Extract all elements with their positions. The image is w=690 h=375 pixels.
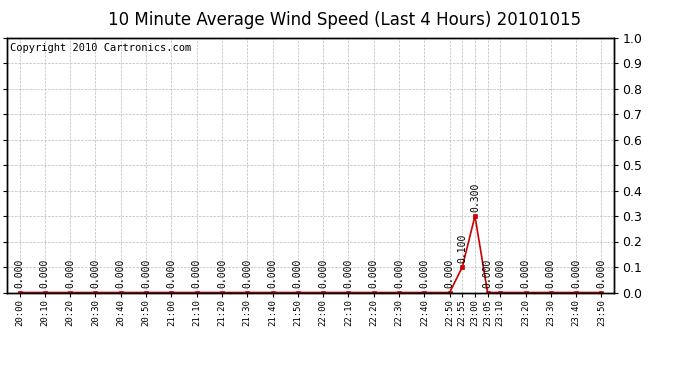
Text: 0.000: 0.000 — [368, 259, 379, 288]
Text: 0.000: 0.000 — [596, 259, 607, 288]
Text: 0.000: 0.000 — [444, 259, 455, 288]
Text: 0.000: 0.000 — [192, 259, 201, 288]
Text: 0.000: 0.000 — [40, 259, 50, 288]
Text: 0.000: 0.000 — [520, 259, 531, 288]
Text: 0.000: 0.000 — [293, 259, 303, 288]
Text: 0.000: 0.000 — [116, 259, 126, 288]
Text: 0.100: 0.100 — [457, 234, 467, 263]
Text: 0.000: 0.000 — [546, 259, 556, 288]
Text: 0.300: 0.300 — [470, 183, 480, 212]
Text: 0.000: 0.000 — [344, 259, 353, 288]
Text: 0.000: 0.000 — [318, 259, 328, 288]
Text: 0.000: 0.000 — [14, 259, 25, 288]
Text: 0.000: 0.000 — [268, 259, 277, 288]
Text: 0.000: 0.000 — [394, 259, 404, 288]
Text: 0.000: 0.000 — [166, 259, 177, 288]
Text: 0.000: 0.000 — [495, 259, 505, 288]
Text: 0.000: 0.000 — [571, 259, 581, 288]
Text: 0.000: 0.000 — [65, 259, 75, 288]
Text: 0.000: 0.000 — [90, 259, 101, 288]
Text: 0.000: 0.000 — [482, 259, 493, 288]
Text: 0.000: 0.000 — [242, 259, 253, 288]
Text: 10 Minute Average Wind Speed (Last 4 Hours) 20101015: 10 Minute Average Wind Speed (Last 4 Hou… — [108, 11, 582, 29]
Text: 0.000: 0.000 — [141, 259, 151, 288]
Text: Copyright 2010 Cartronics.com: Copyright 2010 Cartronics.com — [10, 43, 191, 52]
Text: 0.000: 0.000 — [420, 259, 429, 288]
Text: 0.000: 0.000 — [217, 259, 227, 288]
